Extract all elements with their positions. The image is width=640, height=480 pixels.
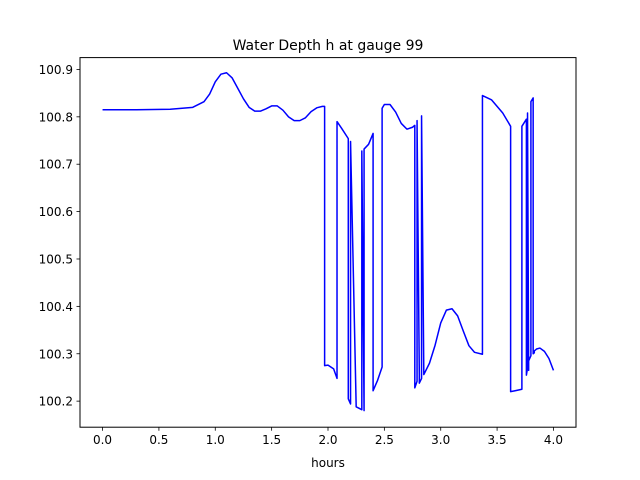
x-tick-label: 0.0: [93, 433, 112, 447]
x-axis-label: hours: [311, 456, 345, 470]
x-tick-label: 3.0: [431, 433, 450, 447]
y-tick-label: 100.7: [39, 158, 73, 172]
x-tick-label: 4.0: [544, 433, 563, 447]
x-tick-label: 2.0: [318, 433, 337, 447]
x-tick-label: 3.5: [488, 433, 507, 447]
y-axis: 100.2 100.3 100.4 100.5 100.6 100.7 100.8 100.9: [39, 63, 80, 409]
plot-frame: [79, 57, 577, 428]
x-tick-label: 2.5: [375, 433, 394, 447]
y-tick-label: 100.5: [39, 252, 73, 266]
x-axis: 0.0 0.5 1.0 1.5 2.0 2.5 3.0 3.5 4.0: [93, 427, 563, 447]
y-tick-label: 100.6: [39, 205, 73, 219]
chart-title: Water Depth h at gauge 99: [233, 38, 424, 54]
x-tick-label: 1.5: [262, 433, 281, 447]
y-tick-label: 100.4: [39, 300, 73, 314]
series-line: [102, 72, 555, 412]
x-tick-label: 1.0: [206, 433, 225, 447]
y-tick-label: 100.9: [39, 63, 73, 77]
y-tick-label: 100.8: [39, 110, 73, 124]
y-tick-label: 100.3: [39, 347, 73, 361]
y-tick-label: 100.2: [39, 395, 73, 409]
series-layer: [102, 72, 555, 412]
plot-area: [79, 57, 577, 428]
x-tick-label: 0.5: [149, 433, 168, 447]
